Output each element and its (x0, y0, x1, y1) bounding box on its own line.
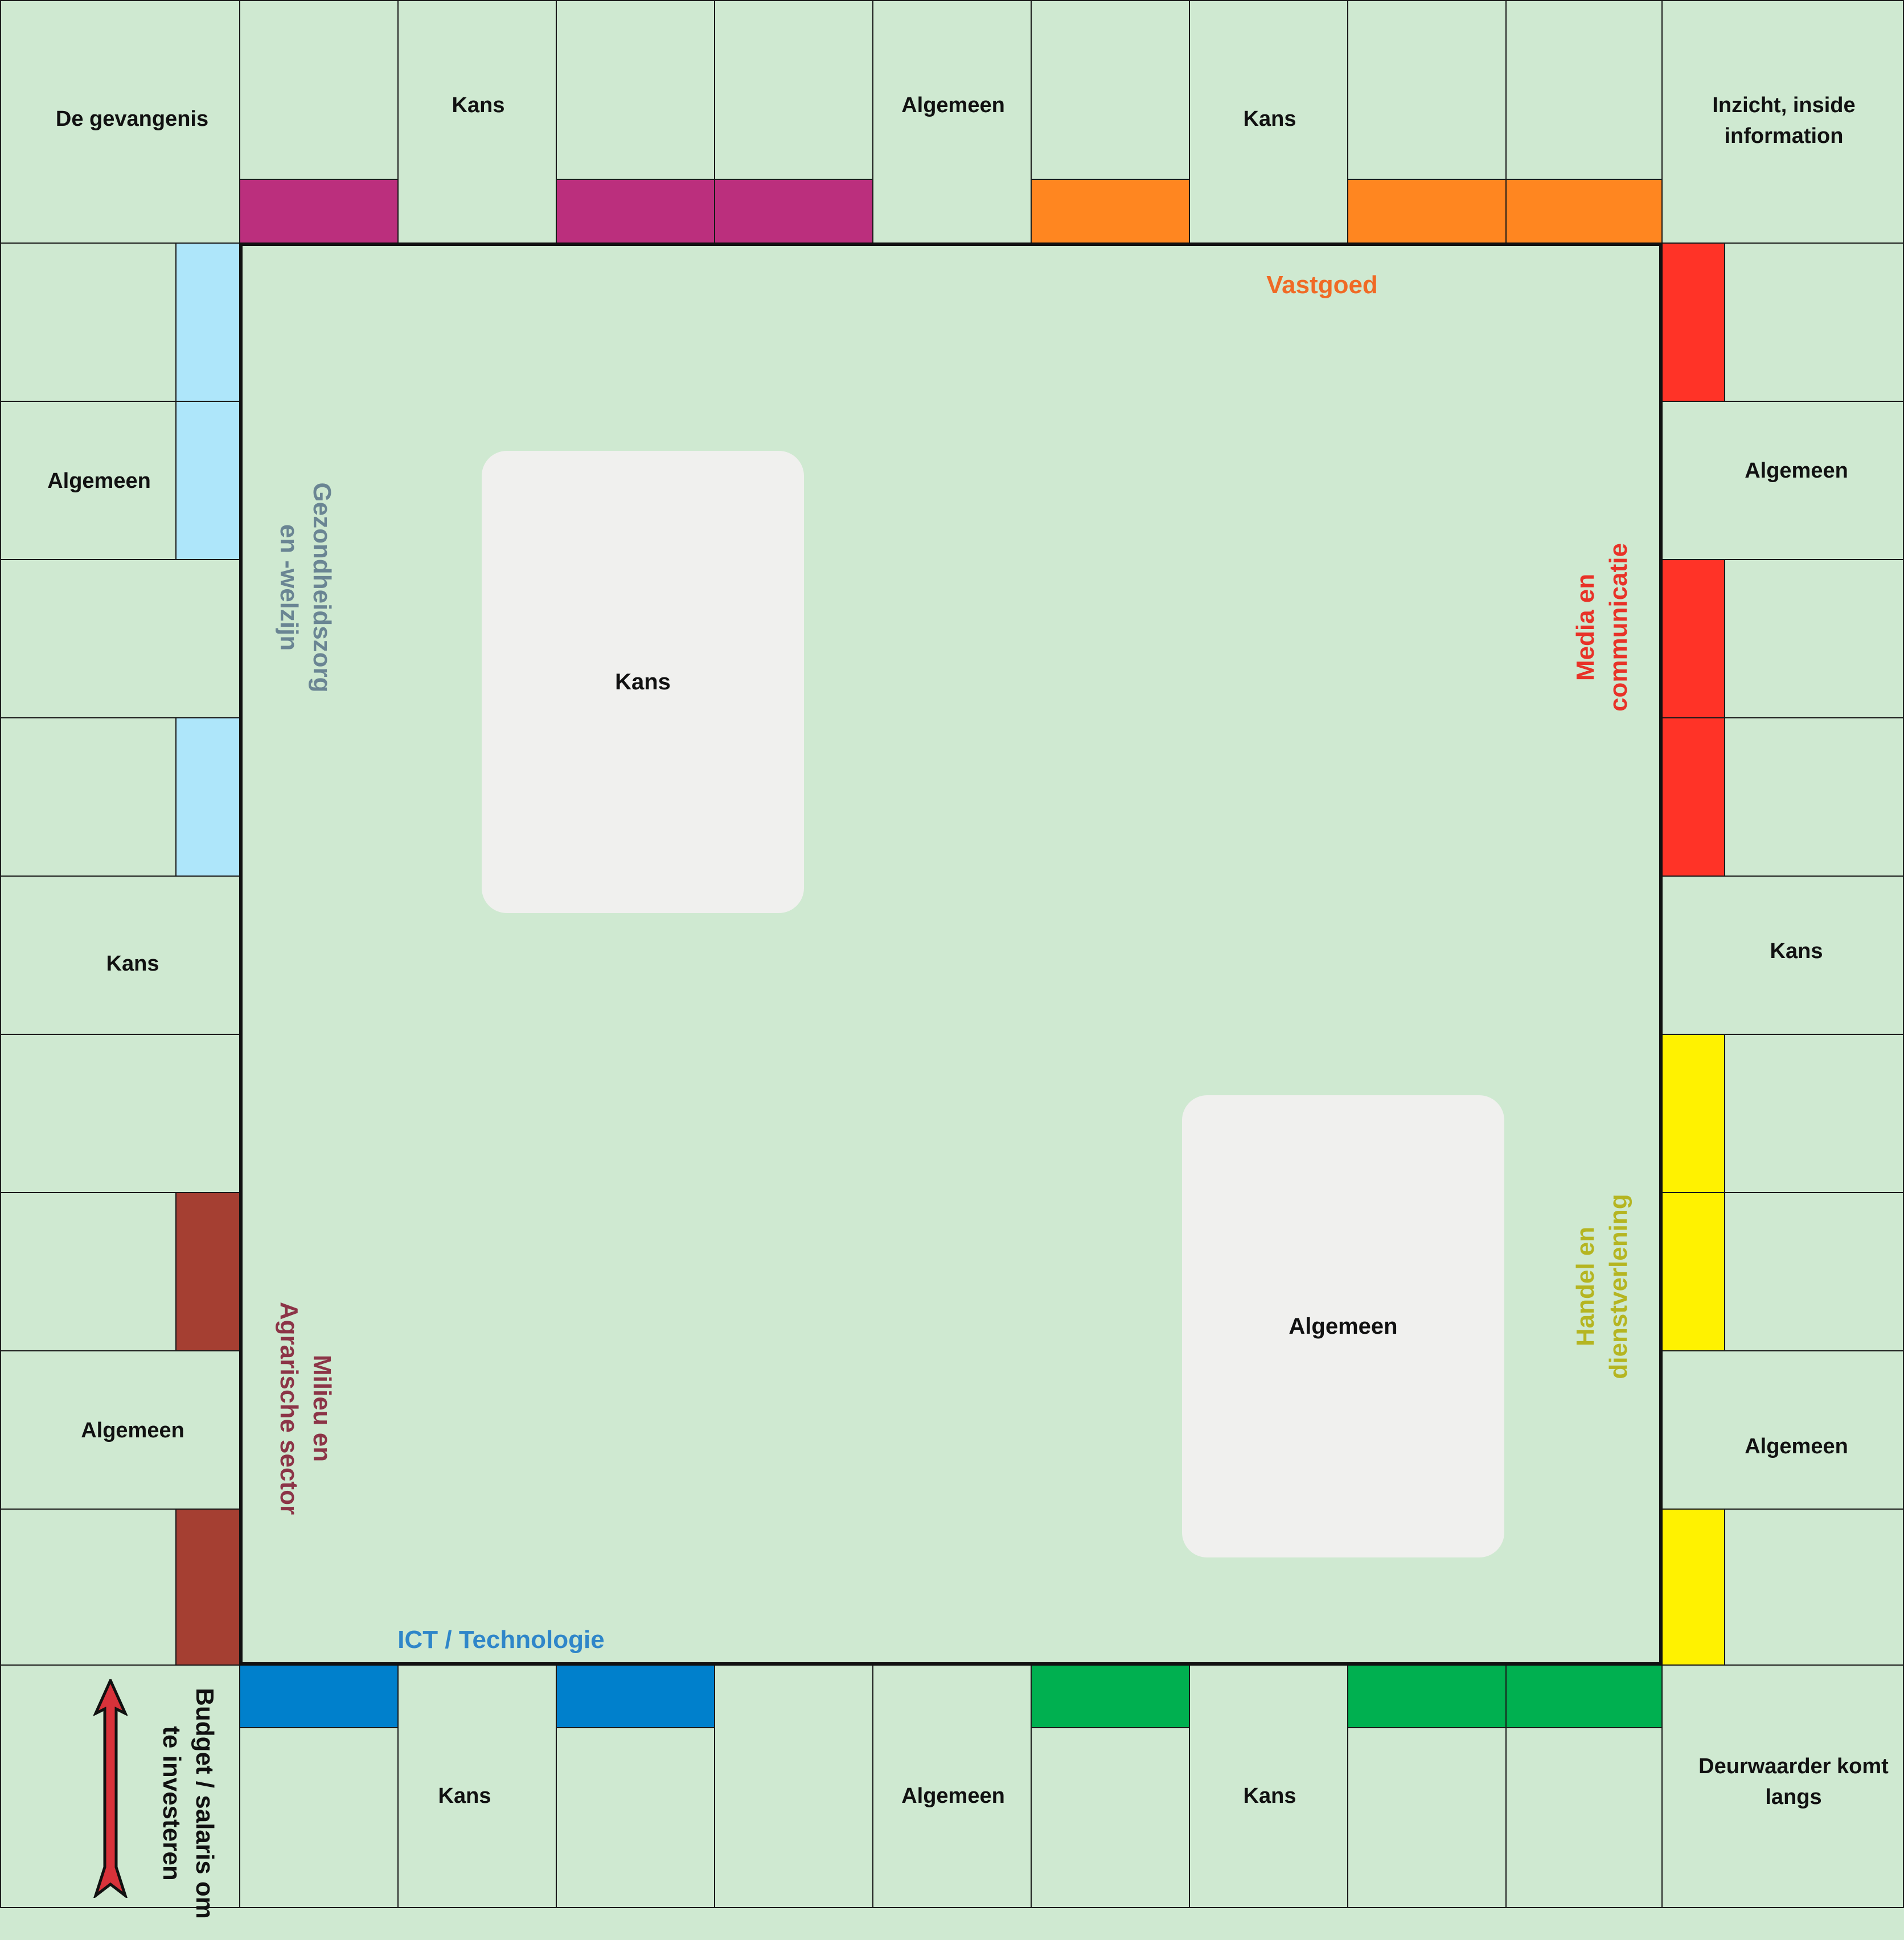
left-space-2-label: Algemeen (47, 469, 151, 493)
top-band-purple-1 (239, 179, 399, 244)
group-label-health-line-1: Gezondheidszorg (308, 482, 336, 693)
right-space-5[interactable]: Kans (1661, 876, 1904, 1035)
top-band-purple-3 (714, 179, 873, 244)
left-band-lightblue-2 (175, 401, 240, 560)
bottom-band-green-2 (1347, 1664, 1507, 1728)
corner-inside-information-label-1: Inzicht, inside (1712, 93, 1856, 117)
right-space-8[interactable]: Algemeen (1661, 1350, 1904, 1510)
corner-start-label-2: te investeren (158, 1726, 186, 1881)
top-band-orange-2 (1347, 179, 1507, 244)
corner-bailiff[interactable]: Deurwaarder komt langs (1661, 1664, 1904, 1908)
group-label-environment-line-2: Agrarische sector (275, 1301, 303, 1515)
left-space-8[interactable]: Algemeen (0, 1350, 240, 1510)
corner-inside-information-label-2: information (1724, 124, 1844, 148)
right-band-yellow-1 (1661, 1034, 1725, 1193)
left-space-5-label: Kans (106, 952, 159, 976)
bottom-space-2-label: Kans (438, 1784, 491, 1808)
general-card-deck-label: Algemeen (1289, 1313, 1398, 1339)
top-space-5-label: Algemeen (901, 93, 1005, 117)
left-space-5[interactable]: Kans (0, 876, 240, 1035)
group-label-health: Gezondheidszorg en -welzijn (272, 462, 338, 713)
corner-start-label-1: Budget / salaris om (191, 1688, 219, 1919)
top-band-orange-3 (1505, 179, 1663, 244)
group-label-health-line-2: en -welzijn (275, 524, 303, 651)
right-space-2-label: Algemeen (1745, 459, 1848, 483)
bottom-band-green-3 (1505, 1664, 1663, 1728)
bottom-space-5[interactable]: Algemeen (872, 1664, 1032, 1908)
bottom-space-2[interactable]: Kans (397, 1664, 557, 1908)
corner-bailiff-label-1: Deurwaarder komt (1698, 1754, 1889, 1778)
right-band-red-3 (1661, 717, 1725, 877)
bottom-space-7-label: Kans (1243, 1784, 1296, 1808)
right-space-8-label: Algemeen (1745, 1435, 1848, 1458)
top-space-7-label: Kans (1243, 107, 1296, 131)
bottom-space-5-label: Algemeen (901, 1784, 1005, 1808)
group-label-trade: Handel en dienstverlening (1569, 1156, 1635, 1417)
top-band-purple-2 (556, 179, 715, 244)
corner-jail-label: De gevangenis (55, 107, 209, 131)
bottom-band-blue-1 (239, 1664, 399, 1728)
right-band-yellow-3 (1661, 1509, 1725, 1666)
top-space-7[interactable]: Kans (1189, 0, 1348, 244)
left-space-3[interactable] (0, 559, 240, 718)
chance-card-deck[interactable]: Kans (482, 451, 804, 913)
group-label-ict: ICT / Technologie (397, 1626, 605, 1654)
bottom-space-4[interactable] (714, 1664, 873, 1908)
right-band-red-1 (1661, 242, 1725, 402)
up-arrow-icon (93, 1679, 128, 1898)
right-space-2[interactable]: Algemeen (1661, 401, 1904, 560)
group-label-environment: Milieu en Agrarische sector (272, 1283, 338, 1534)
top-band-orange-1 (1031, 179, 1190, 244)
right-band-red-2 (1661, 559, 1725, 718)
left-space-8-label: Algemeen (81, 1419, 184, 1442)
corner-bailiff-label-2: langs (1765, 1785, 1822, 1809)
group-label-environment-line-1: Milieu en (308, 1354, 336, 1462)
group-label-media-line-1: Media en (1571, 573, 1599, 681)
group-label-trade-line-1: Handel en (1571, 1226, 1599, 1347)
top-space-2-label: Kans (452, 93, 505, 117)
top-space-2[interactable]: Kans (397, 0, 557, 244)
corner-jail[interactable]: De gevangenis (0, 0, 240, 244)
right-space-5-label: Kans (1770, 939, 1823, 963)
group-label-trade-line-2: dienstverlening (1605, 1194, 1632, 1379)
right-band-yellow-2 (1661, 1192, 1725, 1351)
bottom-space-7[interactable]: Kans (1189, 1664, 1348, 1908)
left-space-6[interactable] (0, 1034, 240, 1193)
left-band-lightblue-3 (175, 717, 240, 877)
group-label-media-line-2: communicatie (1605, 543, 1632, 712)
group-label-real-estate: Vastgoed (1266, 271, 1378, 299)
left-band-brown-2 (175, 1509, 240, 1666)
group-label-media: Media en communicatie (1569, 496, 1635, 758)
chance-card-deck-label: Kans (615, 669, 671, 694)
corner-inside-information[interactable]: Inzicht, inside information (1661, 0, 1904, 244)
general-card-deck[interactable]: Algemeen (1182, 1095, 1504, 1557)
left-band-brown-1 (175, 1192, 240, 1351)
bottom-band-green-1 (1031, 1664, 1190, 1728)
corner-start-label: Budget / salaris om te investeren (155, 1667, 221, 1940)
bottom-band-blue-2 (556, 1664, 715, 1728)
top-space-5[interactable]: Algemeen (872, 0, 1032, 244)
left-band-lightblue-1 (175, 242, 240, 402)
